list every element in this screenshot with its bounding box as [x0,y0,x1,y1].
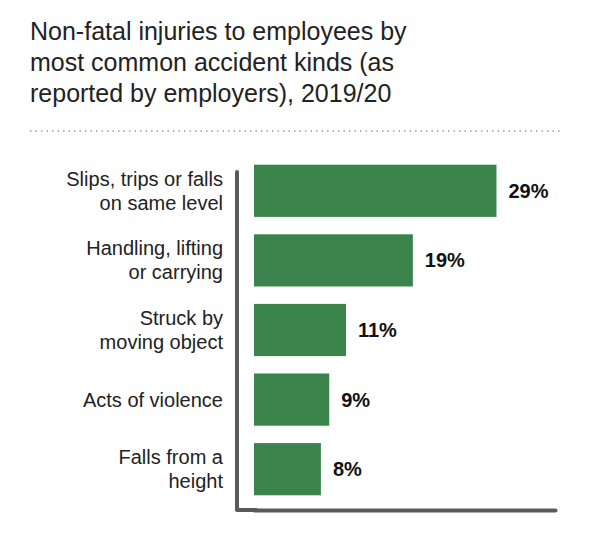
value-axis-line [255,509,556,513]
bar [254,165,496,217]
category-tick: Struck bymoving object [100,307,224,353]
category-label-line: or carrying [129,261,223,283]
category-tick: Acts of violence [83,389,223,411]
category-label: Handling, liftingor carrying [86,237,223,283]
category-label-line: height [169,470,224,492]
chart-container: Non-fatal injuries to employees by most c… [0,0,590,534]
category-label-line: Handling, lifting [86,237,223,259]
category-tick: Falls from aheight [119,446,224,492]
category-tick: Slips, trips or fallson same level [66,168,223,214]
chart-title-line: reported by employers), 2019/20 [30,79,391,107]
value-axis [255,510,556,511]
bars [254,165,496,496]
category-label: Acts of violence [83,389,223,411]
bar [254,374,329,426]
chart: Non-fatal injuries to employees by most c… [0,0,590,534]
bar [254,304,346,356]
category-tick: Handling, liftingor carrying [86,237,223,283]
chart-title-line: most common accident kinds (as [30,48,394,76]
data-label: 11% [358,319,397,341]
category-label-line: Struck by [140,307,223,329]
data-label: 19% [425,249,465,271]
category-label-line: Falls from a [119,446,224,468]
data-label: 29% [508,180,548,202]
category-label: Slips, trips or fallson same level [66,168,223,214]
bar [254,234,413,286]
category-label: Struck bymoving object [100,307,224,353]
separator [30,130,560,132]
chart-title-line: Non-fatal injuries to employees by [30,17,407,45]
data-label: 8% [333,458,362,480]
bar [254,443,321,495]
data-labels: 29% 19% 11% 9% 8% [333,180,549,480]
data-label: 9% [341,389,370,411]
category-label: Falls from aheight [119,446,224,492]
chart-title: Non-fatal injuries to employees by most c… [30,17,407,107]
category-label-line: moving object [100,331,224,353]
category-axis: Slips, trips or fallson same level Handli… [66,168,224,492]
category-label-line: Slips, trips or falls [66,168,223,190]
frame [237,172,256,510]
category-label-line: on same level [100,192,223,214]
category-label-line: Acts of violence [83,389,223,411]
